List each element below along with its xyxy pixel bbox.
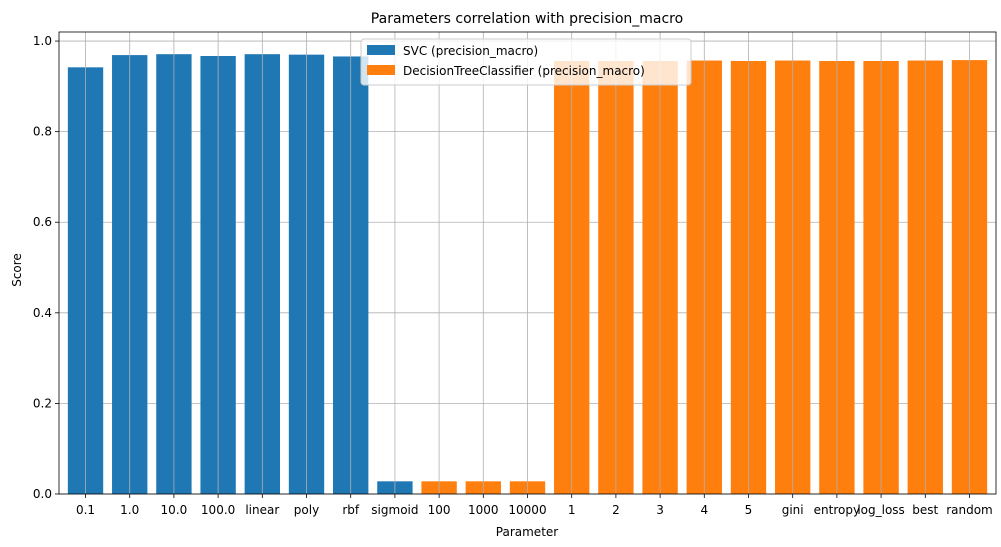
- x-tick-label: 1.0: [120, 503, 139, 517]
- chart-title: Parameters correlation with precision_ma…: [371, 11, 683, 27]
- x-tick-label: rbf: [342, 503, 360, 517]
- legend-swatch: [367, 45, 395, 55]
- x-tick-label: 10.0: [161, 503, 188, 517]
- x-tick-label: 1000: [468, 503, 499, 517]
- y-tick-label: 0.4: [33, 306, 52, 320]
- y-axis-label: Score: [10, 253, 24, 287]
- legend: SVC (precision_macro) DecisionTreeClassif…: [360, 38, 692, 86]
- plot-frame: [58, 31, 997, 495]
- x-axis-label: Parameter: [496, 525, 558, 539]
- x-tick-label: log_loss: [857, 503, 904, 517]
- x-grid-lines: [85, 32, 970, 494]
- x-tick-label: sigmoid: [371, 503, 418, 517]
- x-tick-label: 2: [612, 503, 620, 517]
- x-tick-label: 0.1: [76, 503, 95, 517]
- y-tick-label: 0.8: [33, 125, 52, 139]
- x-tick-label: best: [912, 503, 938, 517]
- x-tick-label: 100.0: [201, 503, 235, 517]
- x-tick-label: 5: [745, 503, 753, 517]
- y-tick-label: 1.0: [33, 34, 52, 48]
- x-tick-label: linear: [245, 503, 279, 517]
- x-tick-label: gini: [782, 503, 804, 517]
- legend-label: DecisionTreeClassifier (precision_macro): [403, 64, 645, 78]
- x-tick-label: 3: [656, 503, 664, 517]
- y-tick-label: 0.2: [33, 396, 52, 410]
- x-tick-label: random: [946, 503, 993, 517]
- axes: 0.0 0.2 0.4 0.6 0.8 1.0 0.1 1.0 10.0 100.0 linear p…: [33, 31, 997, 517]
- x-tick-label: 1: [568, 503, 576, 517]
- legend-label: SVC (precision_macro): [403, 44, 538, 58]
- x-tick-label: 4: [700, 503, 708, 517]
- legend-box: [360, 38, 692, 86]
- x-tick-label: 100: [428, 503, 451, 517]
- legend-swatch: [367, 65, 395, 75]
- x-tick-label: 10000: [508, 503, 546, 517]
- y-tick-label: 0.6: [33, 215, 52, 229]
- y-tick-label: 0.0: [33, 487, 52, 501]
- x-tick-label: entropy: [814, 503, 860, 517]
- x-tick-label: poly: [294, 503, 319, 517]
